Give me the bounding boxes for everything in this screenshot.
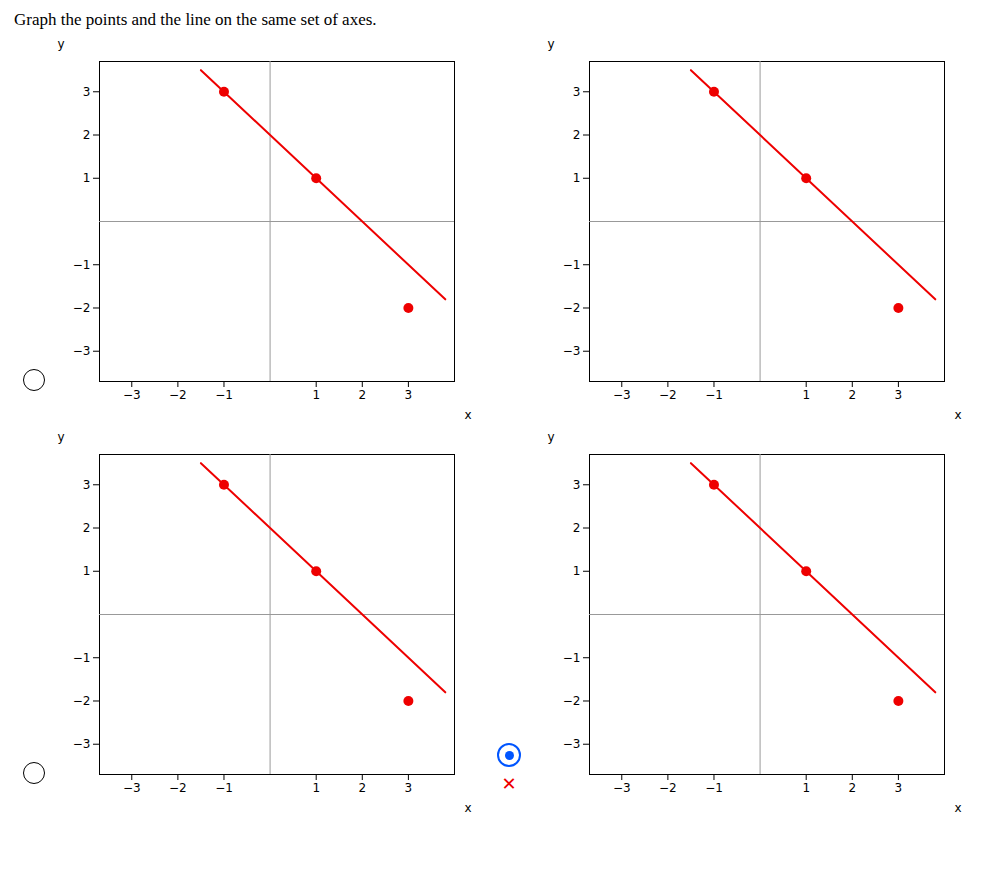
svg-text:−1: −1 bbox=[563, 651, 581, 665]
svg-text:−1: −1 bbox=[563, 258, 581, 272]
svg-text:x: x bbox=[954, 801, 961, 815]
svg-text:−3: −3 bbox=[613, 388, 631, 402]
svg-text:y: y bbox=[58, 37, 65, 51]
svg-text:3: 3 bbox=[895, 781, 903, 795]
svg-text:3: 3 bbox=[573, 478, 581, 492]
svg-text:2: 2 bbox=[83, 521, 91, 535]
svg-text:−3: −3 bbox=[73, 737, 91, 751]
svg-text:−1: −1 bbox=[215, 781, 233, 795]
svg-text:−2: −2 bbox=[169, 781, 187, 795]
svg-text:−3: −3 bbox=[123, 781, 141, 795]
svg-text:−2: −2 bbox=[73, 694, 91, 708]
svg-text:1: 1 bbox=[312, 781, 320, 795]
svg-text:3: 3 bbox=[83, 478, 91, 492]
svg-text:−2: −2 bbox=[659, 388, 677, 402]
svg-text:y: y bbox=[58, 430, 65, 444]
svg-text:−1: −1 bbox=[705, 388, 723, 402]
svg-text:3: 3 bbox=[895, 388, 903, 402]
svg-text:x: x bbox=[464, 408, 471, 422]
svg-text:−1: −1 bbox=[73, 258, 91, 272]
svg-text:−2: −2 bbox=[73, 301, 91, 315]
svg-text:−1: −1 bbox=[215, 388, 233, 402]
svg-text:3: 3 bbox=[405, 388, 413, 402]
svg-text:−3: −3 bbox=[563, 344, 581, 358]
svg-text:1: 1 bbox=[802, 781, 810, 795]
svg-text:x: x bbox=[464, 801, 471, 815]
svg-text:1: 1 bbox=[83, 171, 91, 185]
svg-text:2: 2 bbox=[848, 388, 856, 402]
svg-text:1: 1 bbox=[802, 388, 810, 402]
svg-text:−2: −2 bbox=[659, 781, 677, 795]
svg-text:2: 2 bbox=[358, 388, 366, 402]
svg-text:−2: −2 bbox=[563, 694, 581, 708]
svg-text:1: 1 bbox=[573, 171, 581, 185]
svg-text:−1: −1 bbox=[705, 781, 723, 795]
svg-text:y: y bbox=[548, 37, 555, 51]
svg-text:x: x bbox=[954, 408, 961, 422]
svg-text:2: 2 bbox=[573, 128, 581, 142]
svg-text:2: 2 bbox=[83, 128, 91, 142]
svg-text:3: 3 bbox=[405, 781, 413, 795]
svg-text:1: 1 bbox=[83, 564, 91, 578]
svg-text:1: 1 bbox=[573, 564, 581, 578]
svg-text:−2: −2 bbox=[563, 301, 581, 315]
svg-text:2: 2 bbox=[358, 781, 366, 795]
svg-text:3: 3 bbox=[573, 85, 581, 99]
svg-text:−3: −3 bbox=[123, 388, 141, 402]
svg-text:−3: −3 bbox=[613, 781, 631, 795]
svg-text:2: 2 bbox=[573, 521, 581, 535]
svg-text:−3: −3 bbox=[563, 737, 581, 751]
html-text:Graph the points and the line: Graph the points and the line on the sam… bbox=[14, 10, 377, 29]
svg-text:y: y bbox=[548, 430, 555, 444]
svg-text:1: 1 bbox=[312, 388, 320, 402]
svg-text:3: 3 bbox=[83, 85, 91, 99]
svg-text:−2: −2 bbox=[169, 388, 187, 402]
svg-text:−3: −3 bbox=[73, 344, 91, 358]
svg-text:−1: −1 bbox=[73, 651, 91, 665]
svg-text:2: 2 bbox=[848, 781, 856, 795]
